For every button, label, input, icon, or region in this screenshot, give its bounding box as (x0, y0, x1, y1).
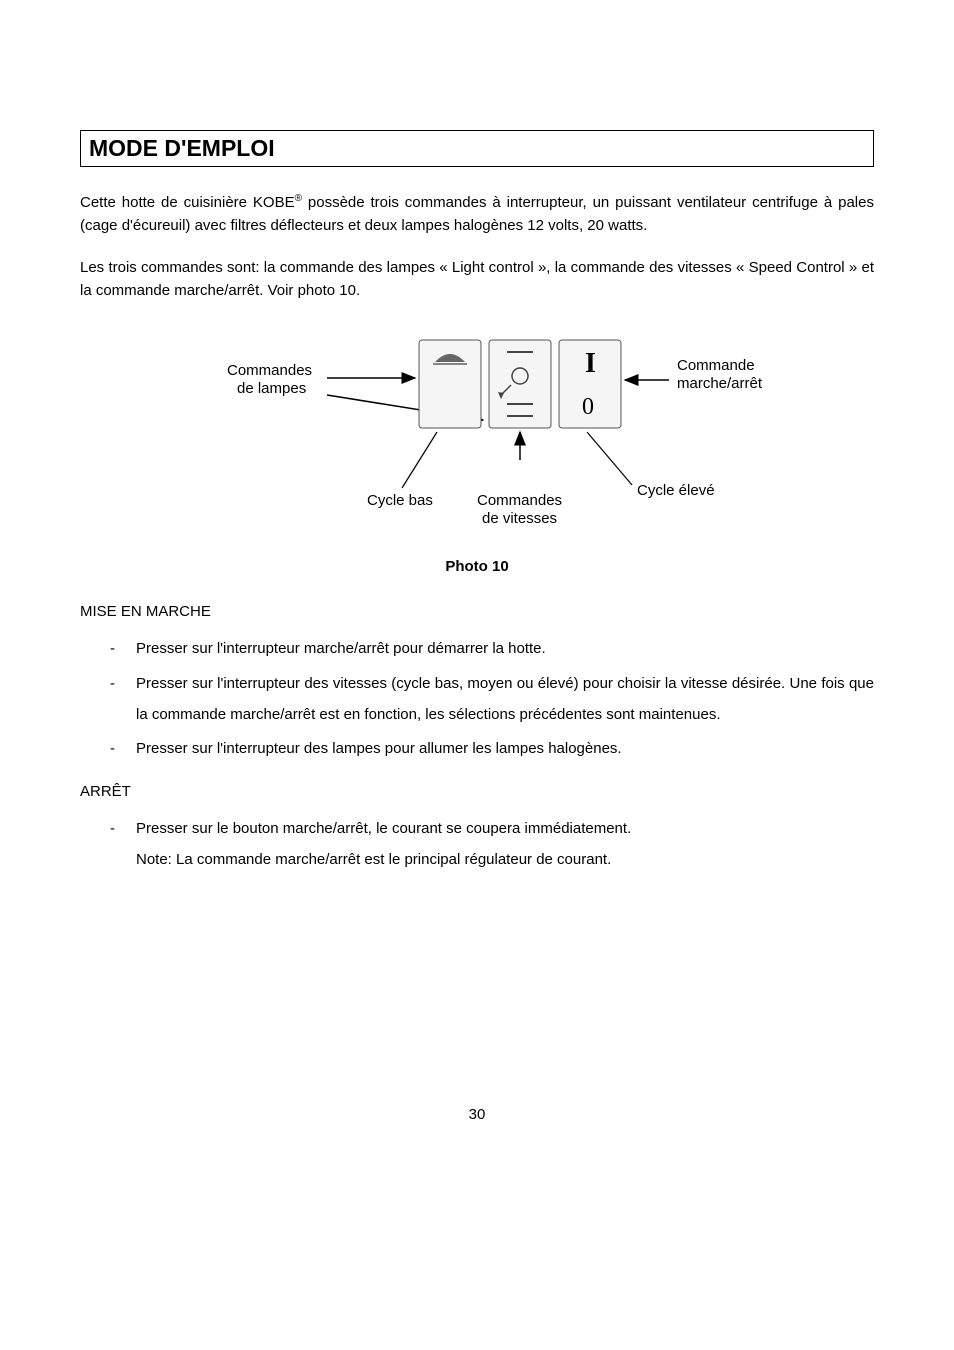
section-stop-heading: ARRÊT (80, 783, 874, 800)
intro-paragraph-2: Les trois commandes sont: la commande de… (80, 256, 874, 303)
label-speed: Commandes de vitesses (477, 492, 566, 527)
label-onoff: Commande marche/arrêt (677, 357, 763, 392)
page: MODE D'EMPLOI Cette hotte de cuisinière … (0, 0, 954, 1163)
list-item: Presser sur l'interrupteur des vitesses … (110, 669, 874, 731)
panel-lamp (419, 340, 481, 428)
page-title: MODE D'EMPLOI (89, 135, 865, 162)
list-item: Presser sur l'interrupteur marche/arrêt … (110, 634, 874, 665)
label-cycle-high: Cycle élevé (637, 482, 715, 499)
intro-paragraph-1: Cette hotte de cuisinière KOBE® possède … (80, 191, 874, 238)
title-box: MODE D'EMPLOI (80, 130, 874, 167)
page-number: 30 (80, 1106, 874, 1123)
list-item: Presser sur le bouton marche/arrêt, le c… (110, 814, 874, 876)
label-cycle-low: Cycle bas (367, 492, 433, 509)
section-start-heading: MISE EN MARCHE (80, 603, 874, 620)
start-list: Presser sur l'interrupteur marche/arrêt … (80, 634, 874, 765)
onoff-i: I (585, 348, 596, 379)
line-cycle-low (402, 432, 437, 488)
registered-mark: ® (295, 193, 302, 204)
controls-diagram: Commandes de lampes I 0 (80, 320, 874, 550)
line-cycle-high (587, 432, 632, 485)
p1-a: Cette hotte de cuisinière KOBE (80, 194, 295, 211)
list-item: Presser sur l'interrupteur des lampes po… (110, 734, 874, 765)
onoff-o: 0 (582, 394, 594, 420)
label-lamps: Commandes de lampes (227, 362, 316, 397)
diagram-caption: Photo 10 (80, 558, 874, 575)
diagram-svg: Commandes de lampes I 0 (167, 320, 787, 550)
stop-list: Presser sur le bouton marche/arrêt, le c… (80, 814, 874, 876)
